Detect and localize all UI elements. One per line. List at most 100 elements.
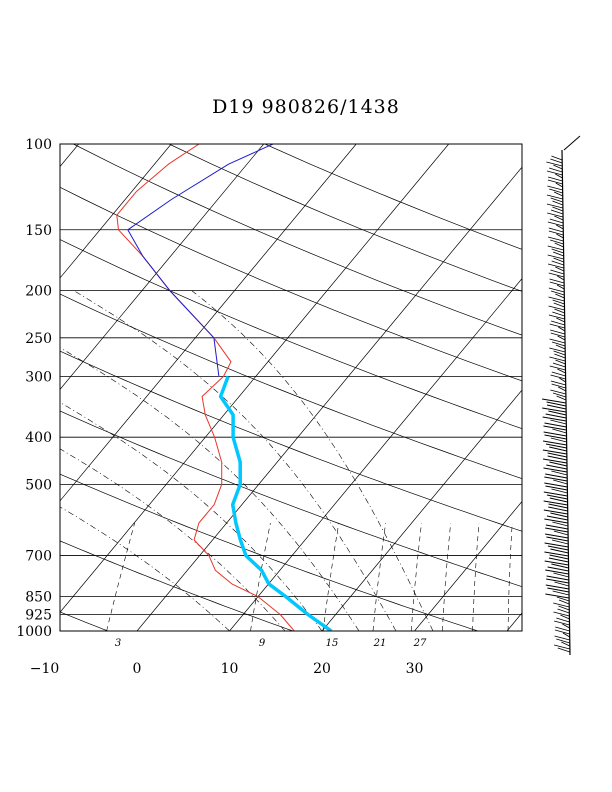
wind-barb (546, 161, 563, 167)
wind-barb (553, 479, 568, 485)
isotherm-line (60, 144, 172, 279)
wind-barb (546, 536, 569, 542)
wind-barb (547, 263, 564, 269)
mixing-ratio-line (250, 522, 271, 631)
wind-barb (543, 467, 568, 473)
wind-barb (552, 392, 567, 398)
wind-barb (555, 359, 566, 365)
dry-adiabat (60, 186, 522, 382)
mixing-ratio-line (472, 522, 480, 631)
wind-barb (553, 530, 569, 536)
wind-barb (542, 449, 567, 455)
isotherm-line (414, 500, 522, 631)
wind-barb (553, 572, 569, 578)
pressure-tick-label: 700 (25, 549, 52, 565)
wind-barb (550, 332, 566, 338)
wind-barb (552, 362, 566, 368)
wind-barb (556, 596, 570, 602)
wind-barb (542, 398, 567, 404)
isotherm-line (60, 144, 357, 502)
wind-barb (547, 179, 563, 185)
pressure-tick-label: 850 (25, 590, 52, 606)
wind-barb (547, 245, 564, 251)
dry-adiabat (60, 350, 522, 532)
wind-barb (551, 383, 566, 389)
wind-barb (553, 611, 570, 617)
pressure-tick-label: 300 (25, 369, 52, 385)
wind-barb (545, 527, 569, 533)
mixing-ratio-label: 15 (326, 638, 339, 649)
moist-adiabat (191, 290, 434, 631)
wind-barb (554, 215, 564, 221)
wind-barb (551, 470, 568, 476)
wind-barb (543, 491, 568, 497)
wind-barb (548, 503, 568, 509)
wind-barb (556, 284, 565, 290)
wind-barb (551, 248, 564, 254)
wind-barb (550, 512, 568, 518)
wind-barb (544, 434, 567, 440)
wind-barb (548, 227, 564, 233)
dry-adiabat (60, 473, 479, 631)
wind-barb (546, 494, 568, 500)
wind-barb (555, 173, 563, 179)
wind-barb (549, 446, 567, 452)
wind-barb (544, 542, 569, 548)
wind-barb (547, 545, 569, 551)
wind-barb (545, 443, 567, 449)
wind-barb (549, 554, 569, 560)
dry-adiabat (60, 239, 522, 429)
wind-barb (549, 188, 563, 194)
wind-barb (544, 560, 569, 566)
wind-barb (551, 371, 566, 377)
dry-adiabat (60, 410, 522, 587)
mixing-ratio-label: 27 (413, 638, 427, 649)
pressure-tick-label: 1000 (16, 624, 52, 640)
sounding-series-line (127, 144, 274, 377)
wind-barb (543, 425, 567, 431)
wind-barb (553, 191, 563, 197)
wind-barb (545, 473, 568, 479)
wind-barb (551, 563, 569, 569)
isotherm-line (136, 166, 522, 631)
wind-barb (547, 176, 563, 182)
wind-barb (551, 320, 565, 326)
wind-barb (548, 230, 564, 236)
wind-barb (547, 587, 570, 593)
pressure-tick-label: 200 (25, 284, 52, 300)
wind-barb (547, 212, 564, 218)
wind-barb (553, 644, 571, 650)
wind-barb (556, 617, 570, 623)
wind-barb (550, 239, 564, 245)
wind-barb (555, 626, 570, 632)
wind-barb (546, 170, 563, 176)
wind-barb (546, 194, 563, 200)
wind-barb (550, 269, 565, 275)
wind-barb (552, 590, 570, 596)
chart-title: D19 980826/1438 (212, 96, 400, 118)
wind-barb (543, 431, 567, 437)
mixing-ratio-line (410, 522, 422, 631)
wind-barb (549, 281, 565, 287)
wind-barb (547, 254, 564, 260)
wind-barb (546, 203, 564, 209)
wind-barb (550, 209, 564, 215)
wind-barb (549, 323, 565, 329)
wind-barb (546, 578, 569, 584)
wind-barb (557, 608, 570, 614)
wind-barb (552, 200, 564, 206)
wind-barb (557, 647, 571, 653)
wind-barb (545, 524, 569, 530)
wind-barb (548, 305, 565, 311)
dry-adiabat (60, 540, 294, 631)
wind-barb (561, 641, 571, 647)
wind-barb (548, 557, 569, 563)
wind-barb (546, 404, 567, 410)
mixing-ratio-line (322, 522, 340, 631)
wind-barb (544, 476, 568, 482)
wind-barb (545, 569, 569, 575)
wind-barb (544, 551, 569, 557)
wind-barb (558, 605, 570, 611)
wind-barb (555, 344, 566, 350)
